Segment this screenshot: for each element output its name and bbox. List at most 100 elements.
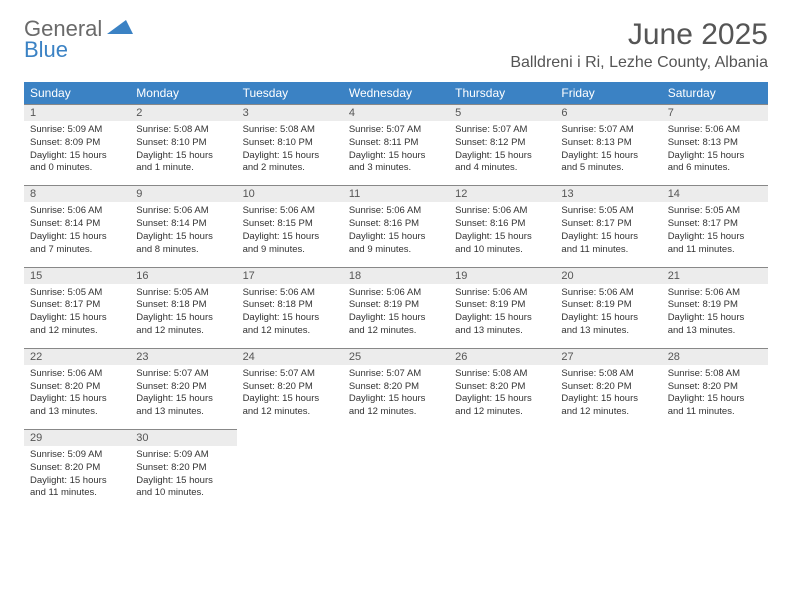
day-details: Sunrise: 5:07 AMSunset: 8:13 PMDaylight:… [555, 121, 661, 185]
day-details: Sunrise: 5:08 AMSunset: 8:20 PMDaylight:… [555, 365, 661, 429]
day-number: 11 [343, 185, 449, 202]
day-details: Sunrise: 5:05 AMSunset: 8:17 PMDaylight:… [662, 202, 768, 266]
day-details: Sunrise: 5:09 AMSunset: 8:20 PMDaylight:… [130, 446, 236, 510]
calendar-cell: 14Sunrise: 5:05 AMSunset: 8:17 PMDayligh… [662, 185, 768, 266]
calendar-cell: 19Sunrise: 5:06 AMSunset: 8:19 PMDayligh… [449, 267, 555, 348]
calendar-week-row: 1Sunrise: 5:09 AMSunset: 8:09 PMDaylight… [24, 104, 768, 185]
weekday-row: Sunday Monday Tuesday Wednesday Thursday… [24, 82, 768, 104]
month-title: June 2025 [510, 18, 768, 52]
calendar-cell: 7Sunrise: 5:06 AMSunset: 8:13 PMDaylight… [662, 104, 768, 185]
day-details: Sunrise: 5:06 AMSunset: 8:19 PMDaylight:… [343, 284, 449, 348]
weekday-header: Thursday [449, 82, 555, 104]
day-number: 1 [24, 104, 130, 121]
calendar-cell: 10Sunrise: 5:06 AMSunset: 8:15 PMDayligh… [237, 185, 343, 266]
day-number: 28 [662, 348, 768, 365]
day-details: Sunrise: 5:06 AMSunset: 8:15 PMDaylight:… [237, 202, 343, 266]
day-number: 21 [662, 267, 768, 284]
calendar-cell: 6Sunrise: 5:07 AMSunset: 8:13 PMDaylight… [555, 104, 661, 185]
weekday-header: Sunday [24, 82, 130, 104]
calendar-cell: 8Sunrise: 5:06 AMSunset: 8:14 PMDaylight… [24, 185, 130, 266]
day-details: Sunrise: 5:06 AMSunset: 8:19 PMDaylight:… [662, 284, 768, 348]
weekday-header: Friday [555, 82, 661, 104]
logo-text-blue: Blue [24, 39, 133, 61]
day-details: Sunrise: 5:06 AMSunset: 8:14 PMDaylight:… [24, 202, 130, 266]
calendar-cell: 29Sunrise: 5:09 AMSunset: 8:20 PMDayligh… [24, 429, 130, 510]
day-details: Sunrise: 5:08 AMSunset: 8:10 PMDaylight:… [130, 121, 236, 185]
day-details: Sunrise: 5:07 AMSunset: 8:12 PMDaylight:… [449, 121, 555, 185]
day-number: 12 [449, 185, 555, 202]
calendar-cell: .. [449, 429, 555, 510]
day-details: Sunrise: 5:05 AMSunset: 8:18 PMDaylight:… [130, 284, 236, 348]
day-number: 15 [24, 267, 130, 284]
calendar-cell: .. [343, 429, 449, 510]
calendar-cell: 20Sunrise: 5:06 AMSunset: 8:19 PMDayligh… [555, 267, 661, 348]
day-number: 3 [237, 104, 343, 121]
calendar-cell: 3Sunrise: 5:08 AMSunset: 8:10 PMDaylight… [237, 104, 343, 185]
calendar-cell: 28Sunrise: 5:08 AMSunset: 8:20 PMDayligh… [662, 348, 768, 429]
calendar-table: Sunday Monday Tuesday Wednesday Thursday… [24, 82, 768, 510]
day-number: 9 [130, 185, 236, 202]
calendar-week-row: 8Sunrise: 5:06 AMSunset: 8:14 PMDaylight… [24, 185, 768, 266]
day-details: Sunrise: 5:06 AMSunset: 8:16 PMDaylight:… [449, 202, 555, 266]
day-number: 27 [555, 348, 661, 365]
day-details: Sunrise: 5:07 AMSunset: 8:11 PMDaylight:… [343, 121, 449, 185]
day-number: 30 [130, 429, 236, 446]
calendar-cell: .. [237, 429, 343, 510]
day-number: 4 [343, 104, 449, 121]
day-number: 2 [130, 104, 236, 121]
calendar-cell: 25Sunrise: 5:07 AMSunset: 8:20 PMDayligh… [343, 348, 449, 429]
day-number: 20 [555, 267, 661, 284]
calendar-cell: 16Sunrise: 5:05 AMSunset: 8:18 PMDayligh… [130, 267, 236, 348]
day-number: 17 [237, 267, 343, 284]
calendar-cell: 18Sunrise: 5:06 AMSunset: 8:19 PMDayligh… [343, 267, 449, 348]
day-number: 5 [449, 104, 555, 121]
calendar-week-row: 29Sunrise: 5:09 AMSunset: 8:20 PMDayligh… [24, 429, 768, 510]
calendar-cell: 12Sunrise: 5:06 AMSunset: 8:16 PMDayligh… [449, 185, 555, 266]
calendar-week-row: 15Sunrise: 5:05 AMSunset: 8:17 PMDayligh… [24, 267, 768, 348]
day-details: Sunrise: 5:05 AMSunset: 8:17 PMDaylight:… [24, 284, 130, 348]
day-details: Sunrise: 5:07 AMSunset: 8:20 PMDaylight:… [343, 365, 449, 429]
logo-triangle-icon [107, 18, 133, 36]
day-details: Sunrise: 5:06 AMSunset: 8:13 PMDaylight:… [662, 121, 768, 185]
day-number: 13 [555, 185, 661, 202]
day-details: Sunrise: 5:07 AMSunset: 8:20 PMDaylight:… [237, 365, 343, 429]
day-details: Sunrise: 5:07 AMSunset: 8:20 PMDaylight:… [130, 365, 236, 429]
location: Balldreni i Ri, Lezhe County, Albania [510, 54, 768, 72]
day-number: 18 [343, 267, 449, 284]
day-details: Sunrise: 5:08 AMSunset: 8:20 PMDaylight:… [449, 365, 555, 429]
day-number: 22 [24, 348, 130, 365]
day-details: Sunrise: 5:09 AMSunset: 8:20 PMDaylight:… [24, 446, 130, 510]
day-details: Sunrise: 5:06 AMSunset: 8:16 PMDaylight:… [343, 202, 449, 266]
calendar-cell: 11Sunrise: 5:06 AMSunset: 8:16 PMDayligh… [343, 185, 449, 266]
calendar-cell: 13Sunrise: 5:05 AMSunset: 8:17 PMDayligh… [555, 185, 661, 266]
day-details: Sunrise: 5:06 AMSunset: 8:20 PMDaylight:… [24, 365, 130, 429]
day-number: 6 [555, 104, 661, 121]
day-number: 19 [449, 267, 555, 284]
calendar-cell: 2Sunrise: 5:08 AMSunset: 8:10 PMDaylight… [130, 104, 236, 185]
title-block: June 2025 Balldreni i Ri, Lezhe County, … [510, 18, 768, 72]
calendar-cell: .. [555, 429, 661, 510]
calendar-cell: 17Sunrise: 5:06 AMSunset: 8:18 PMDayligh… [237, 267, 343, 348]
header: General Blue June 2025 Balldreni i Ri, L… [24, 18, 768, 72]
weekday-header: Wednesday [343, 82, 449, 104]
day-number: 8 [24, 185, 130, 202]
day-details: Sunrise: 5:05 AMSunset: 8:17 PMDaylight:… [555, 202, 661, 266]
calendar-week-row: 22Sunrise: 5:06 AMSunset: 8:20 PMDayligh… [24, 348, 768, 429]
day-number: 26 [449, 348, 555, 365]
calendar-body: 1Sunrise: 5:09 AMSunset: 8:09 PMDaylight… [24, 104, 768, 510]
calendar-cell: 26Sunrise: 5:08 AMSunset: 8:20 PMDayligh… [449, 348, 555, 429]
weekday-header: Saturday [662, 82, 768, 104]
day-details: Sunrise: 5:09 AMSunset: 8:09 PMDaylight:… [24, 121, 130, 185]
weekday-header: Monday [130, 82, 236, 104]
day-number: 10 [237, 185, 343, 202]
logo: General Blue [24, 18, 133, 61]
calendar-cell: 15Sunrise: 5:05 AMSunset: 8:17 PMDayligh… [24, 267, 130, 348]
logo-text-block: General Blue [24, 18, 133, 61]
calendar-cell: 30Sunrise: 5:09 AMSunset: 8:20 PMDayligh… [130, 429, 236, 510]
day-number: 7 [662, 104, 768, 121]
calendar-cell: 5Sunrise: 5:07 AMSunset: 8:12 PMDaylight… [449, 104, 555, 185]
day-details: Sunrise: 5:06 AMSunset: 8:19 PMDaylight:… [555, 284, 661, 348]
day-details: Sunrise: 5:08 AMSunset: 8:20 PMDaylight:… [662, 365, 768, 429]
calendar-cell: 24Sunrise: 5:07 AMSunset: 8:20 PMDayligh… [237, 348, 343, 429]
day-number: 24 [237, 348, 343, 365]
